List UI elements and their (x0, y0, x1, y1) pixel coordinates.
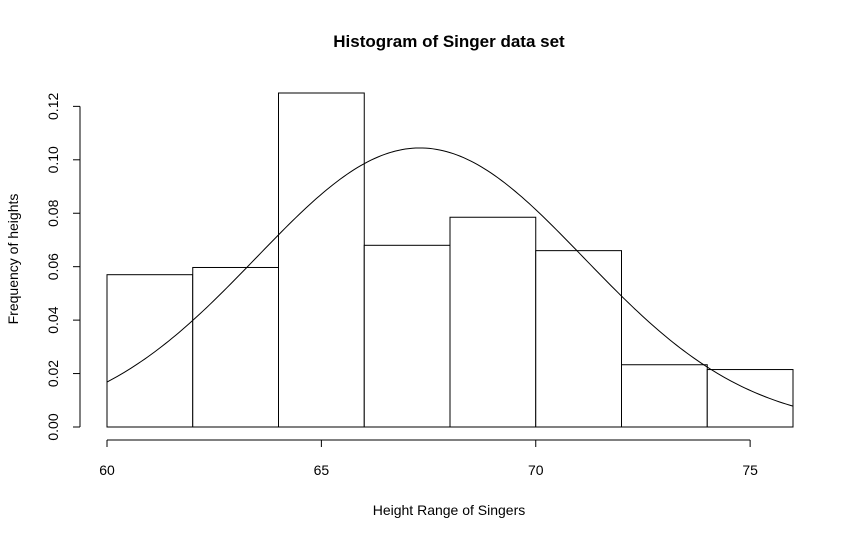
y-tick-label: 0.12 (45, 93, 61, 120)
x-tick-label: 75 (742, 462, 758, 478)
y-tick-label: 0.08 (45, 199, 61, 226)
histogram-bar-8 (706, 369, 794, 428)
y-tick-label: 0.00 (45, 413, 61, 440)
y-axis-label: Frequency of heights (5, 194, 21, 325)
y-tick-label: 0.10 (45, 146, 61, 173)
x-axis: 60 65 70 75 (99, 439, 758, 478)
y-axis: 0.00 0.02 0.04 0.06 0.08 0.10 0.12 (45, 93, 81, 441)
histogram-bar-7 (621, 364, 708, 428)
histogram-bar-1 (106, 274, 194, 428)
histogram-bar-6 (535, 250, 622, 428)
bars-group (106, 92, 794, 428)
y-tick-label: 0.06 (45, 253, 61, 280)
y-tick-label: 0.04 (45, 306, 61, 333)
histogram-bar-5 (449, 216, 537, 428)
histogram-bar-2 (192, 266, 279, 428)
x-tick-label: 70 (528, 462, 544, 478)
histogram-bar-3 (278, 92, 365, 428)
x-tick-label: 65 (314, 462, 330, 478)
chart-title: Histogram of Singer data set (333, 32, 565, 51)
x-tick-label: 60 (99, 462, 115, 478)
y-tick-label: 0.02 (45, 360, 61, 387)
x-axis-label: Height Range of Singers (373, 502, 526, 518)
histogram-bar-4 (363, 244, 451, 428)
density-curve (106, 147, 794, 407)
